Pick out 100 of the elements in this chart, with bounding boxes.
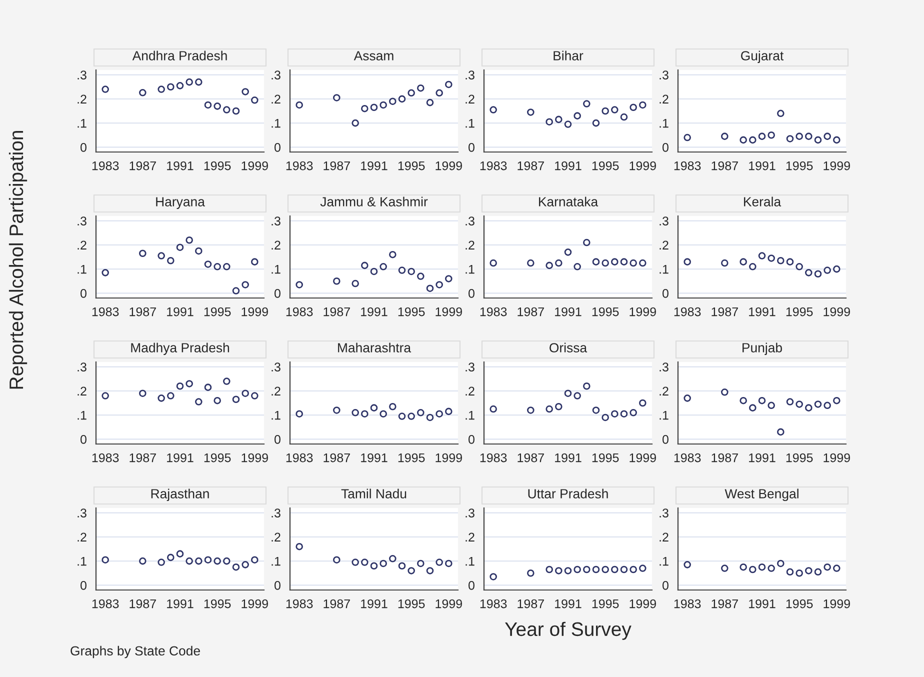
y-tick-label: 0 [274, 434, 280, 444]
y-tick-label: 0 [662, 580, 668, 590]
point [370, 104, 378, 112]
point [361, 558, 368, 566]
point [721, 564, 728, 572]
y-tick-label: .2 [78, 240, 86, 250]
point [611, 410, 618, 418]
x-tick-label: 1983 [480, 161, 507, 170]
point [176, 550, 184, 558]
x-tick-label: 1987 [712, 599, 738, 608]
x-axis-title: Year of Survey [505, 622, 632, 640]
point [740, 396, 747, 404]
x-tick-label: 1983 [286, 161, 313, 170]
point [749, 263, 756, 270]
point [721, 388, 728, 396]
point [546, 118, 553, 126]
point [490, 259, 497, 267]
x-tick-label: 1991 [167, 599, 194, 608]
y-tick-label: .3 [660, 508, 668, 518]
point [777, 110, 784, 118]
x-tick-label: 1987 [324, 453, 350, 462]
point [777, 428, 784, 436]
point [417, 272, 424, 280]
x-tick-label: 1995 [592, 599, 619, 608]
point [426, 284, 434, 292]
point [639, 101, 646, 109]
chart-title: Kerala [744, 196, 782, 206]
chart-title: Uttar Pradesh [528, 488, 608, 498]
point [620, 410, 628, 418]
x-tick-label: 1995 [786, 307, 813, 316]
point [805, 269, 812, 276]
point [824, 266, 831, 274]
y-tick-label: .1 [272, 410, 280, 420]
point [186, 78, 193, 86]
x-tick-label: 1995 [204, 453, 231, 462]
point [814, 136, 822, 144]
chart-title: Tamil Nadu [341, 488, 406, 498]
y-tick-label: .3 [272, 70, 280, 80]
y-tick-label: 0 [80, 142, 86, 152]
chart-title: Rajasthan [151, 488, 209, 502]
point [490, 405, 497, 413]
y-tick-label: 0 [274, 580, 280, 590]
point [352, 280, 359, 288]
y-tick-label: 0 [80, 288, 86, 298]
point [758, 396, 766, 404]
y-tick-label: .3 [272, 362, 280, 372]
point [102, 269, 109, 276]
point [721, 259, 728, 267]
x-tick-label: 1991 [555, 453, 582, 462]
point [389, 402, 396, 410]
point [408, 412, 415, 420]
x-tick-label: 1983 [286, 453, 313, 462]
x-tick-label: 1983 [480, 307, 507, 316]
point [611, 258, 618, 266]
chart-title: Punjab [742, 342, 782, 356]
y-tick-label: .1 [660, 410, 668, 420]
point [786, 258, 794, 266]
point [296, 410, 303, 418]
x-tick-label: 1999 [630, 307, 656, 316]
point [777, 560, 784, 568]
point [214, 557, 221, 565]
point [389, 98, 396, 105]
y-tick-label: .3 [660, 216, 668, 226]
point [139, 390, 146, 397]
point [805, 132, 812, 140]
point [824, 132, 831, 140]
point [186, 236, 193, 244]
x-tick-label: 1999 [436, 453, 462, 462]
point [251, 556, 258, 564]
y-tick-label: .1 [660, 118, 668, 128]
y-tick-label: .3 [660, 70, 668, 80]
y-tick-label: .1 [78, 410, 86, 420]
x-tick-label: 1999 [436, 307, 462, 316]
point [805, 567, 812, 574]
point [721, 132, 728, 140]
point [574, 392, 581, 400]
x-tick-label: 1991 [749, 161, 776, 170]
point [158, 558, 165, 566]
x-tick-label: 1995 [398, 307, 425, 316]
x-tick-label: 1991 [555, 307, 582, 316]
point [445, 408, 452, 416]
point [555, 116, 562, 124]
point [630, 259, 637, 267]
point [814, 270, 822, 278]
point [684, 561, 691, 568]
point [796, 132, 803, 140]
point [214, 263, 221, 270]
x-tick-label: 1999 [436, 161, 462, 170]
point [436, 410, 443, 418]
point [611, 106, 618, 114]
point [546, 405, 553, 413]
y-tick-label: .3 [78, 70, 86, 80]
point [426, 98, 434, 106]
point [555, 567, 562, 574]
point [583, 100, 590, 108]
point [352, 119, 359, 127]
chart-title: Assam [354, 51, 394, 60]
point [602, 414, 609, 422]
y-tick-label: 0 [468, 580, 474, 590]
point [251, 392, 258, 400]
